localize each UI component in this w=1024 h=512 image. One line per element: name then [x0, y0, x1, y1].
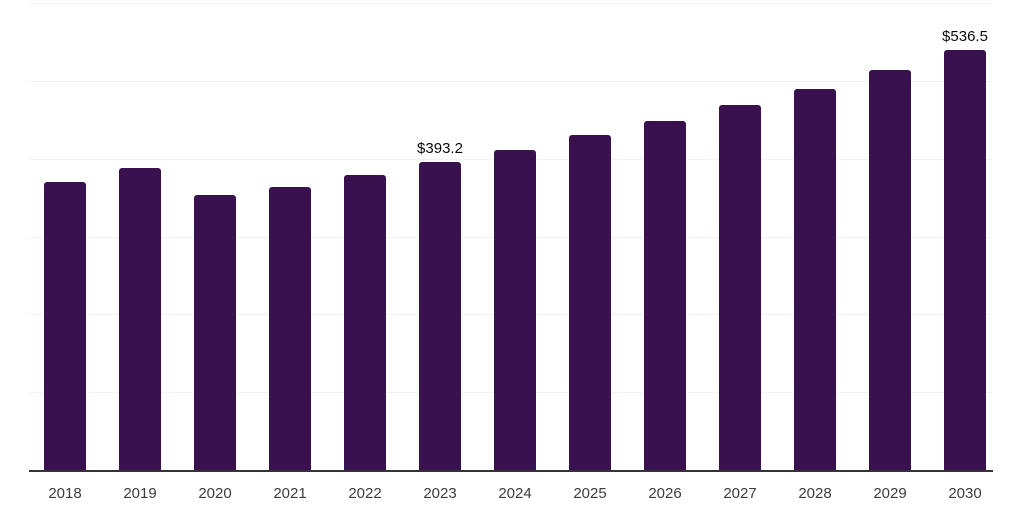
- x-tick-2019: 2019: [123, 485, 157, 502]
- x-tick-2027: 2027: [723, 485, 757, 502]
- gridline-500: [29, 81, 993, 82]
- x-tick-2023: 2023: [423, 485, 457, 502]
- bar-2026: [644, 121, 686, 470]
- x-tick-2018: 2018: [48, 485, 82, 502]
- bar-2018: [44, 182, 86, 470]
- gridline-600: [29, 3, 993, 4]
- bar-2019: [119, 168, 161, 470]
- bar-2030: [944, 50, 986, 470]
- bar-2029: [869, 70, 911, 470]
- bar-2025: [569, 135, 611, 470]
- x-tick-2021: 2021: [273, 485, 307, 502]
- bar-2024: [494, 150, 536, 470]
- bar-2023: [419, 162, 461, 470]
- x-tick-2029: 2029: [873, 485, 907, 502]
- x-tick-2028: 2028: [798, 485, 832, 502]
- x-tick-2024: 2024: [498, 485, 532, 502]
- bar-2027: [719, 105, 761, 470]
- x-axis-line: [29, 470, 993, 472]
- plot-area: $393.2 $536.5: [29, 3, 993, 472]
- x-tick-2025: 2025: [573, 485, 607, 502]
- bar-2028: [794, 89, 836, 470]
- value-label-2030: $536.5: [942, 28, 988, 45]
- value-label-2023: $393.2: [417, 140, 463, 157]
- bar-2022: [344, 175, 386, 470]
- bar-2020: [194, 195, 236, 470]
- x-tick-2030: 2030: [948, 485, 982, 502]
- x-tick-2026: 2026: [648, 485, 682, 502]
- bar-2021: [269, 187, 311, 470]
- x-tick-2022: 2022: [348, 485, 382, 502]
- x-tick-2020: 2020: [198, 485, 232, 502]
